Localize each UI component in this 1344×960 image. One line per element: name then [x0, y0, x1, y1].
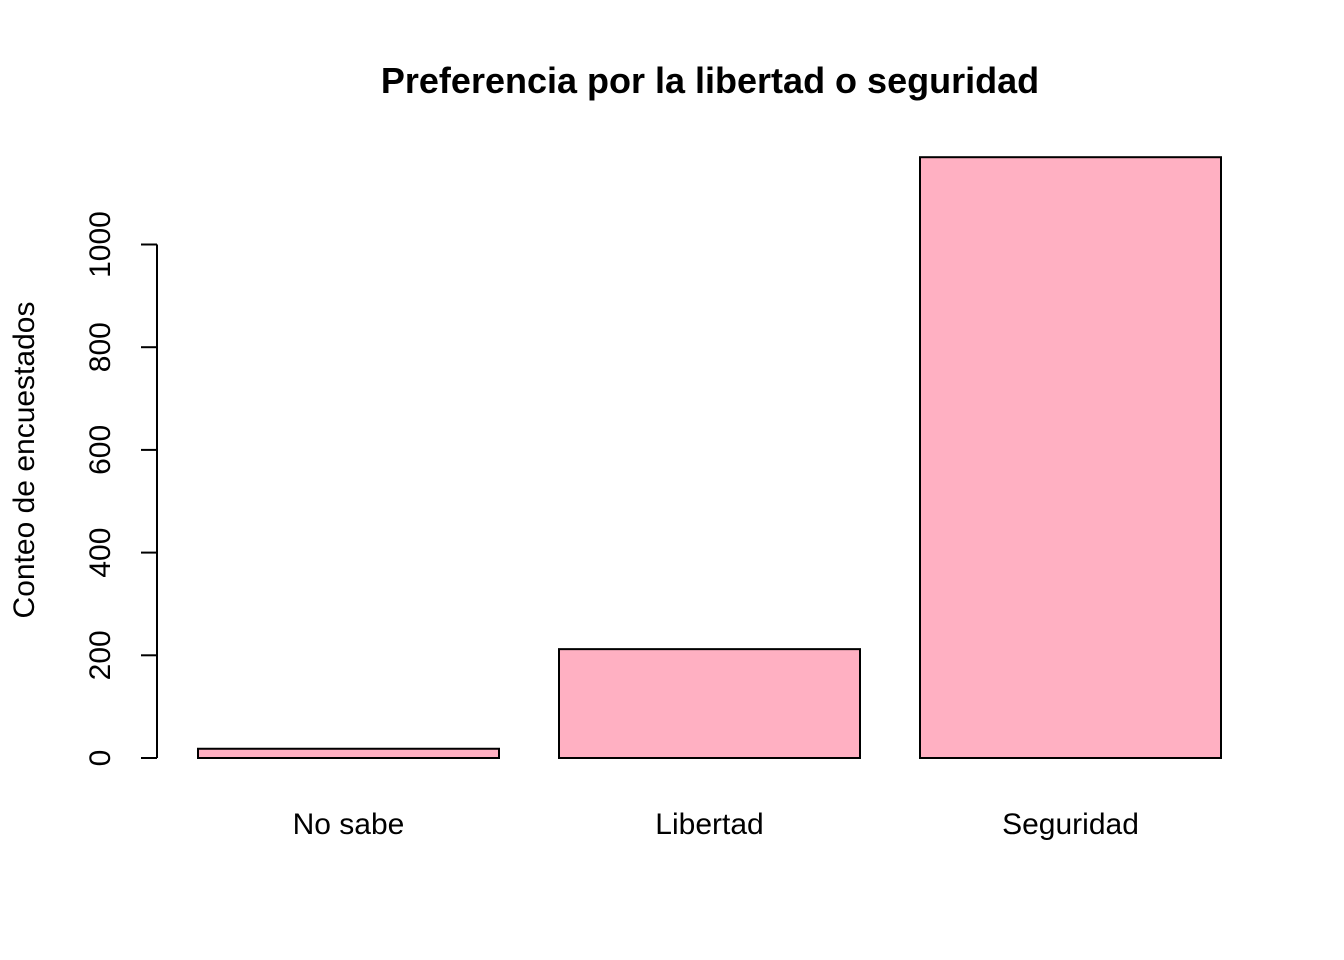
bar-libertad	[558, 648, 861, 759]
chart-title: Preferencia por la libertad o seguridad	[381, 60, 1039, 101]
y-tick-label: 1000	[84, 211, 117, 278]
y-tick-label: 600	[84, 425, 117, 475]
x-tick-label: No sabe	[293, 808, 405, 841]
bar-seguridad	[919, 156, 1222, 759]
bars-group	[197, 156, 1222, 760]
x-tick-label: Seguridad	[1002, 808, 1139, 841]
bar-no-sabe	[197, 747, 500, 760]
y-axis: 0 200 400 600 800 1000	[84, 211, 158, 767]
y-tick-label: 200	[84, 630, 117, 680]
y-tick-label: 0	[84, 750, 117, 767]
y-tick-label: 800	[84, 322, 117, 372]
y-tick-label: 400	[84, 528, 117, 578]
x-tick-label: Libertad	[655, 808, 763, 841]
y-axis-label: Conteo de encuestados	[8, 302, 41, 619]
x-axis-labels: No sabe Libertad Seguridad	[293, 808, 1139, 841]
